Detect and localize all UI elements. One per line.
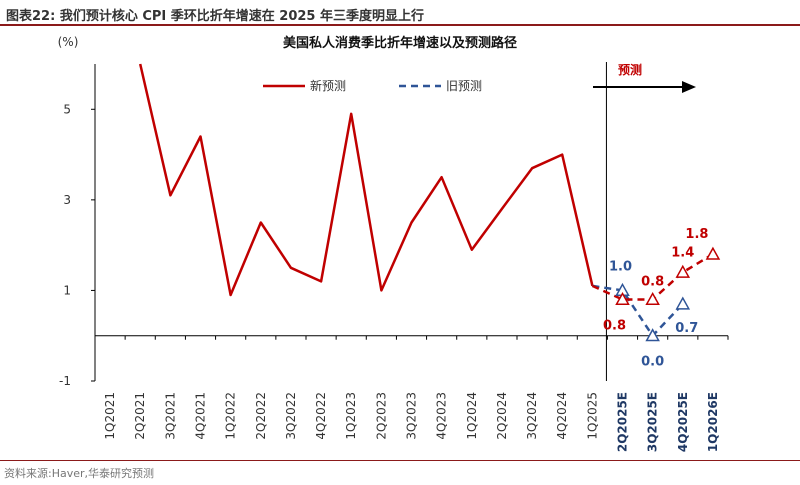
y-tick-label: 5 [63, 102, 71, 116]
old-forecast-label: 1.0 [609, 259, 632, 274]
x-tick-label: 2Q2025E [616, 392, 630, 452]
old-forecast-line [592, 284, 684, 337]
x-tick-label: 2Q2021 [133, 392, 147, 440]
x-tick-label: 1Q2024 [465, 392, 479, 440]
axes: -1 1 3 5 1Q2021 2Q2021 3Q2021 4Q2021 1Q2022 2Q202… [59, 62, 729, 452]
x-tick-label: 2Q2022 [254, 392, 268, 440]
y-tick-label: -1 [59, 374, 71, 388]
x-tick-label: 2Q2024 [495, 392, 509, 440]
new-forecast-label: 0.8 [603, 318, 626, 333]
x-tick-label: 3Q2025E [646, 392, 660, 452]
x-tick-label: 3Q2024 [525, 392, 539, 440]
data-labels: 0.8 0.8 1.4 1.8 1.0 0.0 0.7 [603, 227, 708, 370]
y-tick-label: 1 [63, 283, 71, 297]
new-forecast-marker [705, 246, 721, 260]
new-forecast-label: 1.4 [671, 245, 694, 260]
x-tick-label: 4Q2025E [676, 392, 690, 452]
x-tick-label: 3Q2023 [405, 392, 419, 440]
footer-rule [0, 460, 800, 461]
x-tick-label: 4Q2023 [435, 392, 449, 440]
chart-title: 美国私人消费季比折年增速以及预测路径 [283, 35, 517, 51]
x-tick-label: 3Q2021 [163, 392, 177, 440]
new-forecast-label: 0.8 [641, 274, 664, 289]
x-tick-label: 1Q2022 [224, 392, 238, 440]
x-tick-label: 1Q2025 [585, 392, 599, 440]
figure-title: 图表22: 我们预计核心 CPI 季环比折年增速在 2025 年三季度明显上行 [6, 9, 425, 24]
figure-header: 图表22: 我们预计核心 CPI 季环比折年增速在 2025 年三季度明显上行 [0, 0, 800, 26]
old-forecast-marker [645, 328, 660, 342]
new-forecast-marker [615, 291, 630, 306]
y-tick-label: 3 [63, 193, 71, 207]
legend-label-old: 旧预测 [446, 79, 482, 93]
forecast-arrow-head [682, 81, 696, 93]
new-forecast-marker [675, 264, 691, 278]
legend: 新预测 旧预测 [263, 78, 482, 93]
old-forecast-label: 0.7 [675, 321, 698, 336]
x-tick-label: 1Q2021 [103, 392, 117, 440]
header-rule [0, 24, 800, 26]
new-forecast-label: 1.8 [685, 227, 708, 242]
x-tick-label: 4Q2021 [194, 392, 208, 440]
x-tick-label: 4Q2024 [555, 392, 569, 440]
x-tick-label: 4Q2022 [314, 392, 328, 440]
y-axis-label: (%) [58, 35, 79, 49]
series-markers [615, 246, 721, 342]
forecast-annotation: 预测 [593, 62, 696, 93]
new-forecast-marker [645, 291, 660, 306]
source-note: 资料来源:Haver,华泰研究预测 [4, 467, 155, 480]
forecast-label: 预测 [618, 62, 642, 77]
x-tick-label: 1Q2026E [706, 392, 720, 452]
x-tick-label: 3Q2022 [284, 392, 298, 440]
legend-label-new: 新预测 [310, 78, 346, 93]
line-chart: 美国私人消费季比折年增速以及预测路径 (%) -1 1 3 5 1Q2021 2Q2021… [58, 35, 729, 452]
new-forecast-actual-line [138, 63, 594, 297]
x-tick-label: 1Q2023 [344, 392, 358, 440]
old-forecast-label: 0.0 [641, 355, 664, 370]
old-forecast-marker [675, 296, 691, 310]
x-tick-label: 2Q2023 [374, 392, 388, 440]
